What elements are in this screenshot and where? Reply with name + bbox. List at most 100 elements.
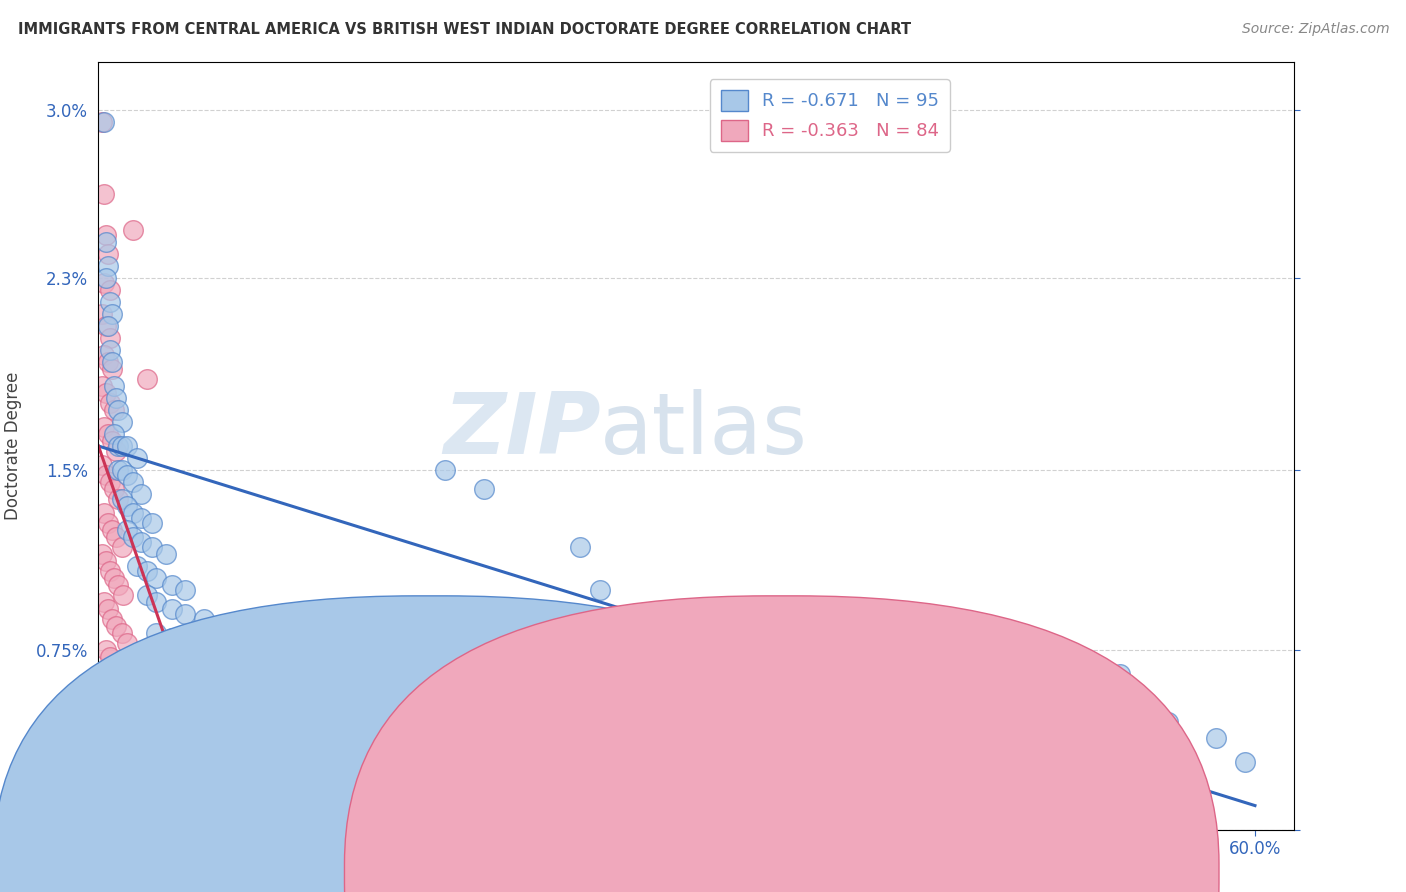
Point [107, 463, 129, 477]
Point [704, 659, 727, 673]
Point [98, 564, 121, 578]
Point [252, 714, 274, 729]
Text: Immigrants from Central America: Immigrants from Central America [364, 857, 620, 872]
Point [337, 804, 360, 818]
Point [122, 506, 145, 520]
Point [107, 439, 129, 453]
Point [1234, 756, 1257, 770]
Point [117, 439, 139, 453]
Point [117, 499, 139, 513]
Point [94, 319, 117, 334]
Point [112, 588, 135, 602]
Point [165, 811, 187, 825]
Point [107, 714, 129, 729]
Point [122, 530, 145, 544]
Point [107, 666, 129, 681]
Point [117, 635, 139, 649]
Point [145, 595, 167, 609]
Point [103, 794, 125, 808]
Point [97, 516, 120, 530]
Point [98, 343, 121, 357]
Point [104, 619, 127, 633]
Point [935, 774, 957, 789]
Point [588, 582, 610, 597]
Point [1070, 805, 1092, 820]
Point [993, 789, 1015, 803]
Point [309, 750, 332, 764]
Point [135, 564, 157, 578]
Point [782, 707, 804, 722]
Point [357, 791, 380, 805]
Point [110, 626, 132, 640]
Point [1012, 794, 1035, 808]
Point [129, 534, 152, 549]
Point [112, 673, 135, 688]
Point [103, 379, 125, 393]
Point [212, 703, 235, 717]
Point [91, 115, 114, 129]
Point [155, 547, 177, 561]
Point [160, 602, 183, 616]
Point [110, 415, 132, 429]
Point [165, 659, 187, 673]
Point [97, 319, 120, 334]
Point [91, 307, 114, 321]
Text: IMMIGRANTS FROM CENTRAL AMERICA VS BRITISH WEST INDIAN DOCTORATE DEGREE CORRELAT: IMMIGRANTS FROM CENTRAL AMERICA VS BRITI… [18, 22, 911, 37]
Point [91, 379, 114, 393]
Point [665, 631, 688, 645]
Point [93, 187, 115, 202]
Point [93, 506, 115, 520]
Point [97, 787, 120, 801]
Point [107, 491, 129, 506]
Point [97, 739, 120, 753]
Point [877, 756, 900, 770]
Point [94, 386, 117, 401]
Point [425, 811, 447, 825]
Point [174, 607, 197, 621]
Point [453, 811, 475, 825]
Point [415, 798, 437, 813]
Point [112, 722, 135, 736]
Point [232, 707, 254, 722]
Point [107, 578, 129, 592]
Point [103, 403, 125, 417]
Point [232, 655, 254, 669]
Point [290, 767, 312, 781]
Point [104, 756, 127, 770]
Point [385, 794, 409, 808]
Point [101, 362, 124, 376]
Point [104, 391, 127, 405]
Point [107, 403, 129, 417]
Point [129, 780, 152, 794]
Point [974, 787, 997, 801]
Point [125, 450, 148, 465]
Point [122, 475, 145, 489]
Point [101, 523, 124, 537]
Point [101, 434, 124, 449]
Point [98, 475, 121, 489]
Point [118, 770, 141, 784]
Point [917, 770, 939, 784]
Y-axis label: Doctorate Degree: Doctorate Degree [4, 372, 21, 520]
Point [141, 540, 163, 554]
Point [94, 467, 117, 482]
Point [569, 540, 592, 554]
Point [897, 763, 920, 777]
Point [434, 463, 457, 477]
Point [93, 276, 115, 290]
Point [160, 578, 183, 592]
Point [104, 443, 127, 458]
Point [742, 683, 765, 698]
Point [93, 595, 115, 609]
Text: Source: ZipAtlas.com: Source: ZipAtlas.com [1241, 22, 1389, 37]
Point [110, 763, 132, 777]
Point [117, 523, 139, 537]
Point [94, 642, 117, 657]
Point [98, 295, 121, 310]
Point [117, 467, 139, 482]
Point [377, 780, 399, 794]
Point [101, 307, 124, 321]
Point [122, 804, 145, 818]
Point [101, 612, 124, 626]
Point [202, 673, 225, 688]
